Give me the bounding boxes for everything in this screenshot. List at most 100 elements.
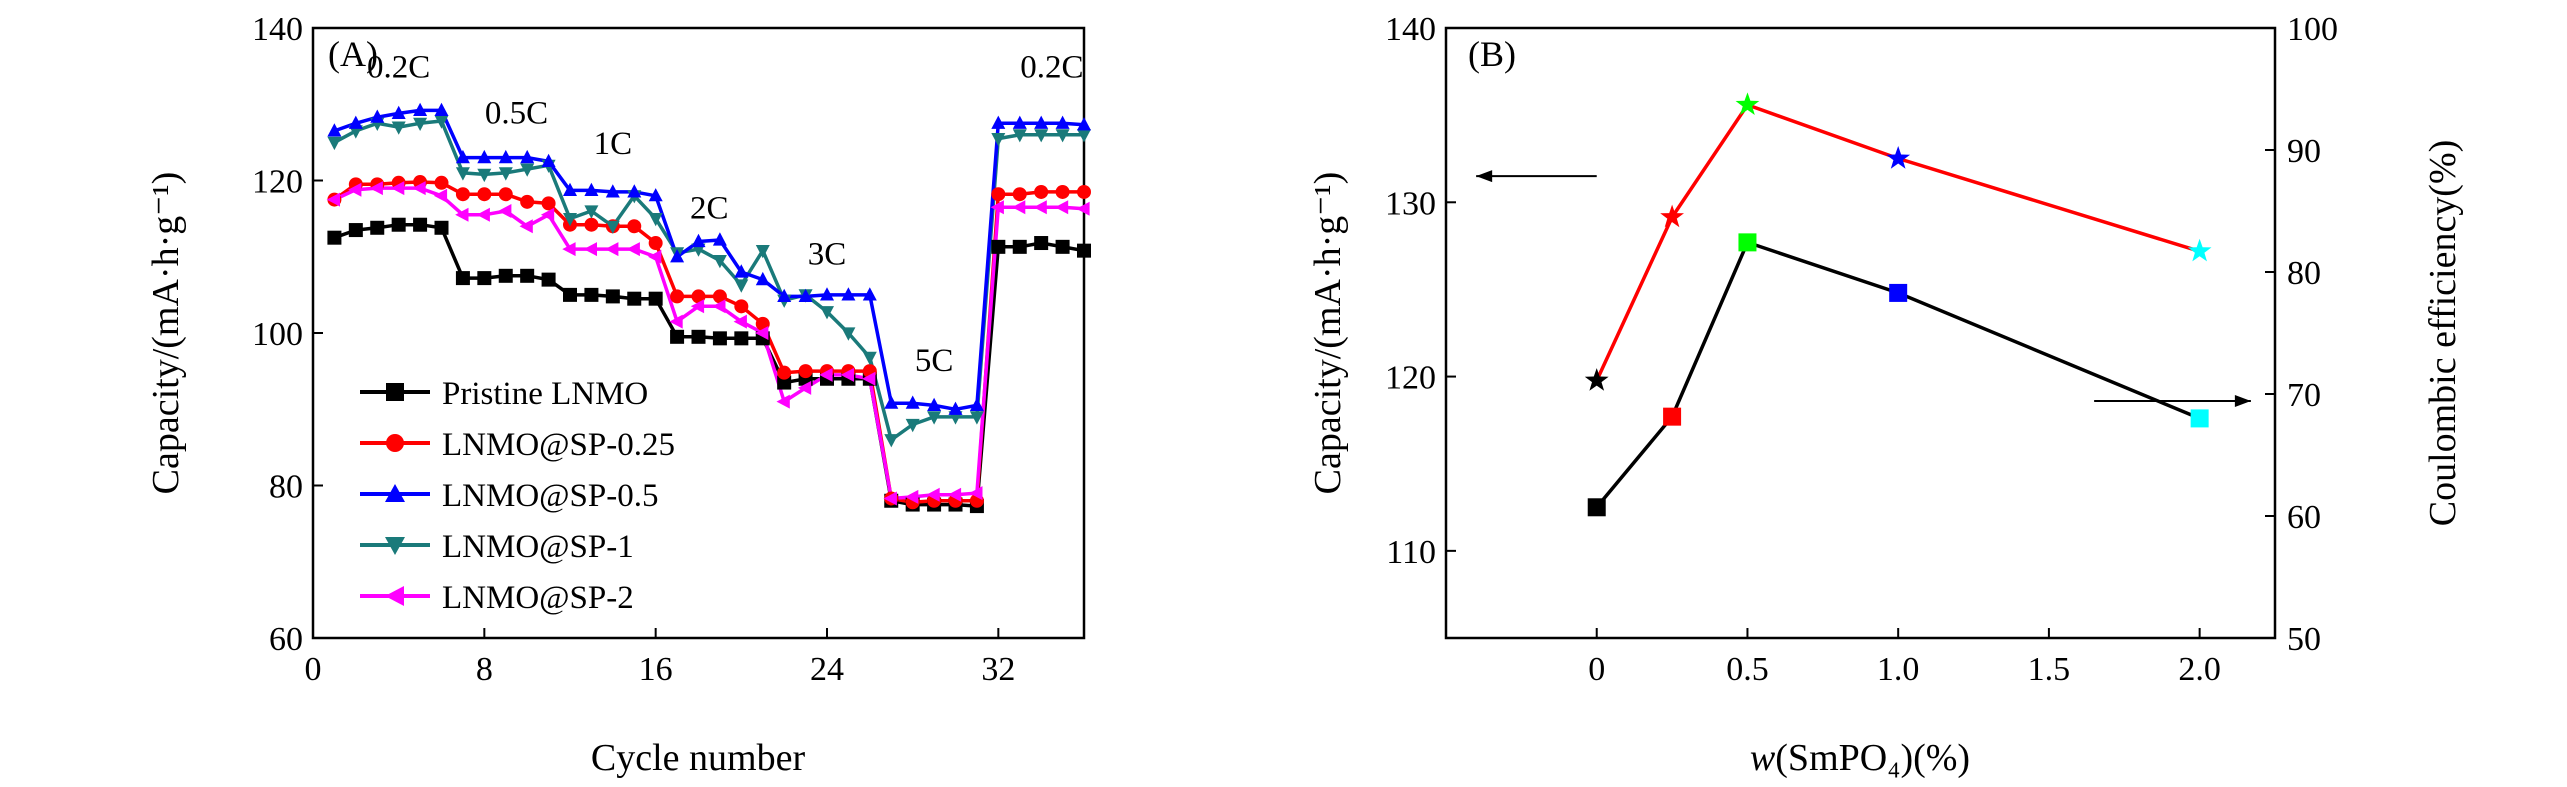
chart-b-point-capacity [2190,409,2209,428]
chart-a-point-sp025 [777,365,792,380]
chart-a-point-sp2 [412,181,426,196]
chart-a-xlabel: Cycle number [591,737,806,779]
chart-a-point-pristine [1034,236,1049,251]
chart-a-ytick-label: 100 [252,316,303,353]
chart-b-point-efficiency [1886,146,1911,169]
chart-a-point-pristine [1077,243,1091,258]
chart-a-point-sp05 [969,397,984,411]
chart-a-legend: Pristine LNMO LNMO@SP-0.25 LNMO@SP-0.5 L… [360,376,675,616]
chart-a-point-sp05 [391,105,406,119]
chart-a-point-sp2 [391,181,405,196]
chart-a-point-sp1 [1077,129,1091,143]
chart-a-ticks: 0 8 16 24 32 60 80 100 120 140 [252,11,1015,688]
chart-a-point-sp2 [1033,200,1047,215]
chart-a-point-sp1 [991,133,1006,147]
chart-a-point-sp05 [798,288,813,302]
chart-b-xtick-label: 1.5 [2028,651,2071,688]
chart-a-point-pristine [627,291,642,306]
chart-b-point-efficiency [1584,368,1609,391]
chart-a-point-sp025 [670,289,685,304]
chart-a-point-sp1 [520,163,535,177]
chart-a-rate-label: 1C [594,126,633,162]
chart-a-point-sp05 [927,397,942,411]
chart-a-point-sp2 [712,299,726,314]
chart-a-point-sp2 [605,242,619,257]
chart-a-point-sp025 [541,196,556,211]
chart-a-point-sp05 [434,102,449,116]
chart-a-rate-label: 0.5C [485,95,548,131]
chart-b-ticks: 0 0.5 1.0 1.5 2.0 110 120 130 140 50 60 70 80 90 100 [1385,11,2338,688]
chart-a-point-pristine [541,272,556,287]
chart-a-point-sp2 [433,188,448,203]
chart-b-panel-label: (B) [1468,34,1516,74]
chart-a-point-sp2 [476,207,490,222]
chart-a-point-sp2 [1054,200,1069,215]
chart-a-point-pristine [348,223,363,238]
chart-a-point-sp1 [477,168,492,183]
chart-b-xtick-label: 2.0 [2178,651,2221,688]
chart-a-point-sp1 [498,167,513,181]
chart-b-xlabel-rest: (SmPO₄)(%) [1775,737,1970,779]
chart-b-xlabel: w(SmPO₄)(%) [1750,737,1970,779]
chart-a-point-sp2 [519,219,533,234]
chart-b-ytick-right-label: 50 [2287,621,2321,658]
chart-a-point-sp05 [1055,115,1070,129]
chart-b-point-efficiency [1660,204,1684,228]
chart-a-point-sp05 [327,123,342,137]
chart-a-point-sp05 [755,271,770,286]
chart-a-point-sp2 [797,380,812,395]
chart-a-point-sp05 [498,149,513,164]
chart-a-point-pristine [455,271,470,286]
chart-a-point-sp025 [1034,184,1049,199]
chart-a-point-pristine [563,287,577,302]
chart-b-ytick-left-label: 130 [1385,185,1436,222]
chart-b-ytick-right-label: 100 [2287,11,2338,48]
chart-a-point-sp05 [605,184,620,198]
chart-b-point-capacity [1587,498,1606,517]
chart-b-markers [1584,92,2212,517]
chart-b-series-lines [1595,102,2201,509]
chart-a-point-pristine [991,239,1006,254]
chart-a-point-pristine [520,268,535,283]
chart-a-rate-label: 0.2C [1020,50,1083,86]
chart-a-point-sp1 [734,279,749,293]
chart-a-point-sp05 [905,395,920,409]
chart-a-rate-label: 5C [915,343,954,379]
legend-marker-pristine [386,383,404,401]
chart-a-point-sp1 [1012,129,1027,143]
chart-a-point-sp05 [627,184,642,198]
chart-a-point-sp025 [991,187,1006,202]
chart-b-frame [1444,26,2277,640]
chart-a-point-sp2 [369,181,383,196]
chart-a-point-sp1 [884,434,899,448]
chart-a-point-sp2 [733,314,747,329]
chart-a-point-sp1 [413,117,428,131]
chart-a-point-sp025 [455,187,470,202]
legend-marker-sp025 [386,434,404,452]
chart-a-point-sp2 [348,182,362,197]
chart-a-point-sp025 [477,187,492,202]
chart-a-point-pristine [1055,239,1070,254]
chart-a-rate-label: 3C [808,236,847,272]
legend-label-sp1: LNMO@SP-1 [442,529,634,565]
chart-b-arrowhead-left [1476,170,1493,183]
chart-a-point-pristine [648,291,663,306]
chart-a-point-sp025 [1012,187,1027,202]
chart-b-ytick-right-label: 70 [2287,377,2321,414]
chart-a-point-sp05 [712,232,727,246]
chart-a-panel-label: (A) [328,34,378,74]
chart-a-point-sp2 [583,242,597,257]
chart-a-point-pristine [327,230,342,245]
chart-a-point-sp2 [669,314,683,329]
chart-a-xtick-label: 0 [305,651,322,688]
chart-a-point-sp025 [584,217,599,232]
chart-a-point-sp025 [1055,184,1070,199]
chart-a-point-sp05 [413,102,428,116]
chart-a-point-sp2 [990,200,1004,215]
chart-a-point-sp05 [691,233,706,248]
chart-a-point-pristine [712,331,727,346]
chart-b-ytick-right-label: 80 [2287,255,2321,292]
legend-label-pristine: Pristine LNMO [442,376,648,412]
chart-b-arrowhead-right [2234,394,2251,407]
chart-a-ytick-label: 120 [252,164,303,201]
